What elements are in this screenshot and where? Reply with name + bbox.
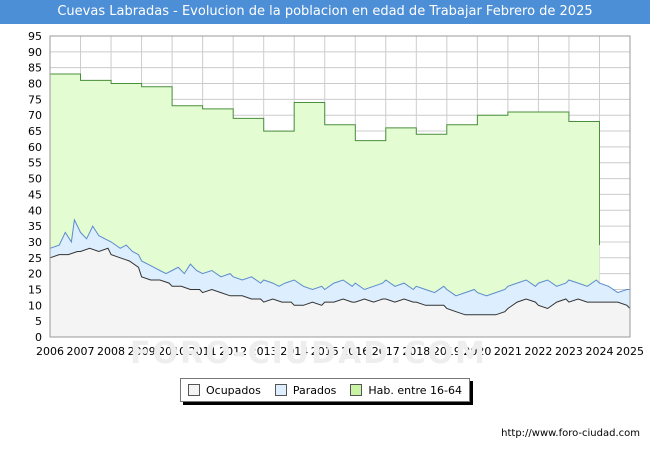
x-tick-label: 2009: [128, 345, 156, 358]
y-tick-label: 90: [28, 46, 42, 59]
y-tick-label: 60: [28, 141, 42, 154]
x-tick-label: 2008: [97, 345, 125, 358]
y-tick-label: 40: [28, 204, 42, 217]
x-tick-label: 2011: [189, 345, 217, 358]
x-tick-label: 2006: [36, 345, 64, 358]
legend-label-parados: Parados: [292, 383, 337, 397]
y-tick-label: 65: [28, 125, 42, 138]
y-tick-label: 50: [28, 173, 42, 186]
x-tick-label: 2023: [555, 345, 583, 358]
legend-item-parados: Parados: [274, 383, 337, 397]
y-tick-label: 5: [35, 315, 42, 328]
legend-swatch-hab: [350, 384, 363, 396]
chart-legend: Ocupados Parados Hab. entre 16-64: [180, 378, 470, 402]
y-tick-label: 85: [28, 62, 42, 75]
x-tick-label: 2010: [158, 345, 186, 358]
x-tick-label: 2024: [585, 345, 613, 358]
chart-plot: 0510152025303540455055606570758085909520…: [28, 30, 644, 358]
y-tick-label: 25: [28, 252, 42, 265]
series-ocupados-line: [49, 247, 631, 316]
x-tick-label: 2022: [524, 345, 552, 358]
y-tick-label: 10: [28, 299, 42, 312]
y-tick-label: 70: [28, 109, 42, 122]
legend-item-hab: Hab. entre 16-64: [350, 384, 462, 397]
series-parados-line: [49, 218, 630, 297]
plot-frame: [49, 35, 631, 338]
x-tick-label: 2025: [616, 345, 644, 358]
x-tick-label: 2015: [311, 345, 339, 358]
x-tick-label: 2021: [494, 345, 522, 358]
x-tick-label: 2016: [341, 345, 369, 358]
y-tick-label: 55: [28, 157, 42, 170]
y-tick-label: 15: [28, 283, 42, 296]
x-tick-label: 2017: [372, 345, 400, 358]
y-tick-label: 30: [28, 236, 42, 249]
x-tick-label: 2013: [250, 345, 278, 358]
y-tick-label: 45: [28, 188, 42, 201]
source-url: http://www.foro-ciudad.com: [501, 428, 640, 439]
y-tick-label: 0: [35, 331, 42, 344]
y-tick-label: 20: [28, 268, 42, 281]
x-tick-label: 2018: [402, 345, 430, 358]
legend-swatch-ocupados: [187, 384, 200, 396]
legend-label-ocupados: Ocupados: [205, 383, 261, 397]
series-hab-line: [50, 73, 600, 246]
legend-label-hab: Hab. entre 16-64: [368, 383, 462, 397]
x-tick-label: 2014: [280, 345, 308, 358]
x-tick-label: 2012: [219, 345, 247, 358]
legend-swatch-parados: [274, 384, 287, 396]
y-tick-label: 80: [28, 78, 42, 91]
legend-item-ocupados: Ocupados: [187, 383, 261, 397]
x-tick-label: 2020: [463, 345, 491, 358]
watermark: FORO-CIUDAD.COM: [130, 336, 487, 371]
y-tick-label: 35: [28, 220, 42, 233]
x-tick-label: 2007: [67, 345, 95, 358]
y-tick-label: 75: [28, 93, 42, 106]
x-tick-label: 2019: [433, 345, 461, 358]
y-tick-label: 95: [28, 30, 42, 43]
chart-title: Cuevas Labradas - Evolucion de la poblac…: [0, 0, 650, 24]
